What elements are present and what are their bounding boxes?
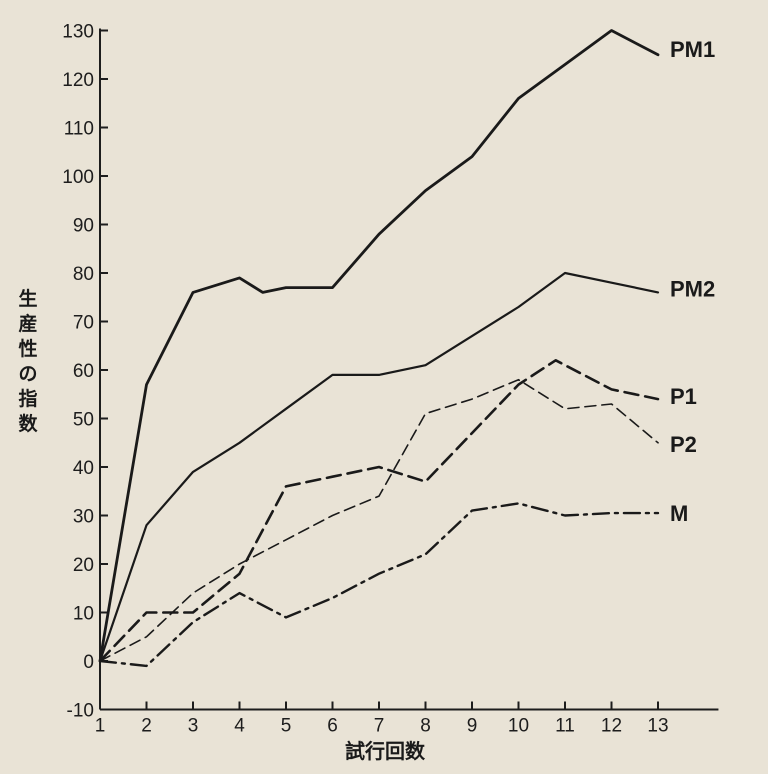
series-label-p2: P2 xyxy=(670,432,697,457)
series-line-p2 xyxy=(99,378,659,662)
y-ticks: -10 0 10 20 30 40 50 60 70 80 90 100 110 120 130 xyxy=(62,22,108,722)
y-tick-label: 30 xyxy=(73,507,94,528)
x-ticks: 1 2 3 4 5 6 7 8 9 10 11 12 13 xyxy=(95,701,669,737)
series-label-pm2: PM2 xyxy=(670,276,715,301)
y-tick-label: 10 xyxy=(73,604,94,625)
series-label-m: M xyxy=(670,501,688,526)
x-tick-label: 1 xyxy=(95,716,106,737)
y-tick-label: 110 xyxy=(64,119,94,140)
y-label-char: 産 xyxy=(18,312,37,335)
series-line-pm2 xyxy=(98,271,660,663)
y-tick-label: 90 xyxy=(73,216,94,237)
y-tick-label: 130 xyxy=(62,22,94,43)
y-label-char: 性 xyxy=(18,337,37,360)
x-tick-label: 9 xyxy=(467,716,478,737)
y-tick-label: -10 xyxy=(67,701,94,722)
x-tick-label: 4 xyxy=(234,716,245,737)
y-tick-label: 0 xyxy=(83,652,94,673)
x-tick-label: 8 xyxy=(420,716,431,737)
y-tick-label: 20 xyxy=(73,555,94,576)
y-tick-label: 80 xyxy=(73,264,94,285)
x-tick-label: 13 xyxy=(647,716,668,737)
y-tick-label: 70 xyxy=(73,313,94,334)
series-line-p1 xyxy=(98,358,660,663)
x-axis-label: 試行回数 xyxy=(345,739,426,763)
x-tick-label: 10 xyxy=(508,716,529,737)
x-tick-label: 11 xyxy=(555,716,575,737)
y-tick-label: 120 xyxy=(62,70,94,91)
x-tick-label: 6 xyxy=(327,716,338,737)
y-tick-label: 100 xyxy=(62,167,94,188)
series-group xyxy=(98,29,660,668)
x-tick-label: 12 xyxy=(601,716,622,737)
y-tick-label: 50 xyxy=(73,410,94,431)
x-tick-label: 3 xyxy=(188,716,199,737)
y-label-char: 数 xyxy=(18,412,38,435)
y-label-char: 指 xyxy=(18,388,37,410)
series-label-pm1: PM1 xyxy=(670,37,715,62)
y-tick-label: 40 xyxy=(73,458,94,479)
series-labels: PM1 PM2 P1 P2 M xyxy=(670,37,715,526)
series-label-p1: P1 xyxy=(670,384,697,409)
x-tick-label: 2 xyxy=(141,716,152,737)
y-tick-label: 60 xyxy=(73,361,94,382)
y-label-char: の xyxy=(18,363,37,385)
y-label-char: 生 xyxy=(18,287,37,310)
series-line-m xyxy=(98,502,660,668)
x-tick-label: 7 xyxy=(374,716,385,737)
series-line-pm1 xyxy=(98,29,660,663)
x-tick-label: 5 xyxy=(281,716,292,737)
